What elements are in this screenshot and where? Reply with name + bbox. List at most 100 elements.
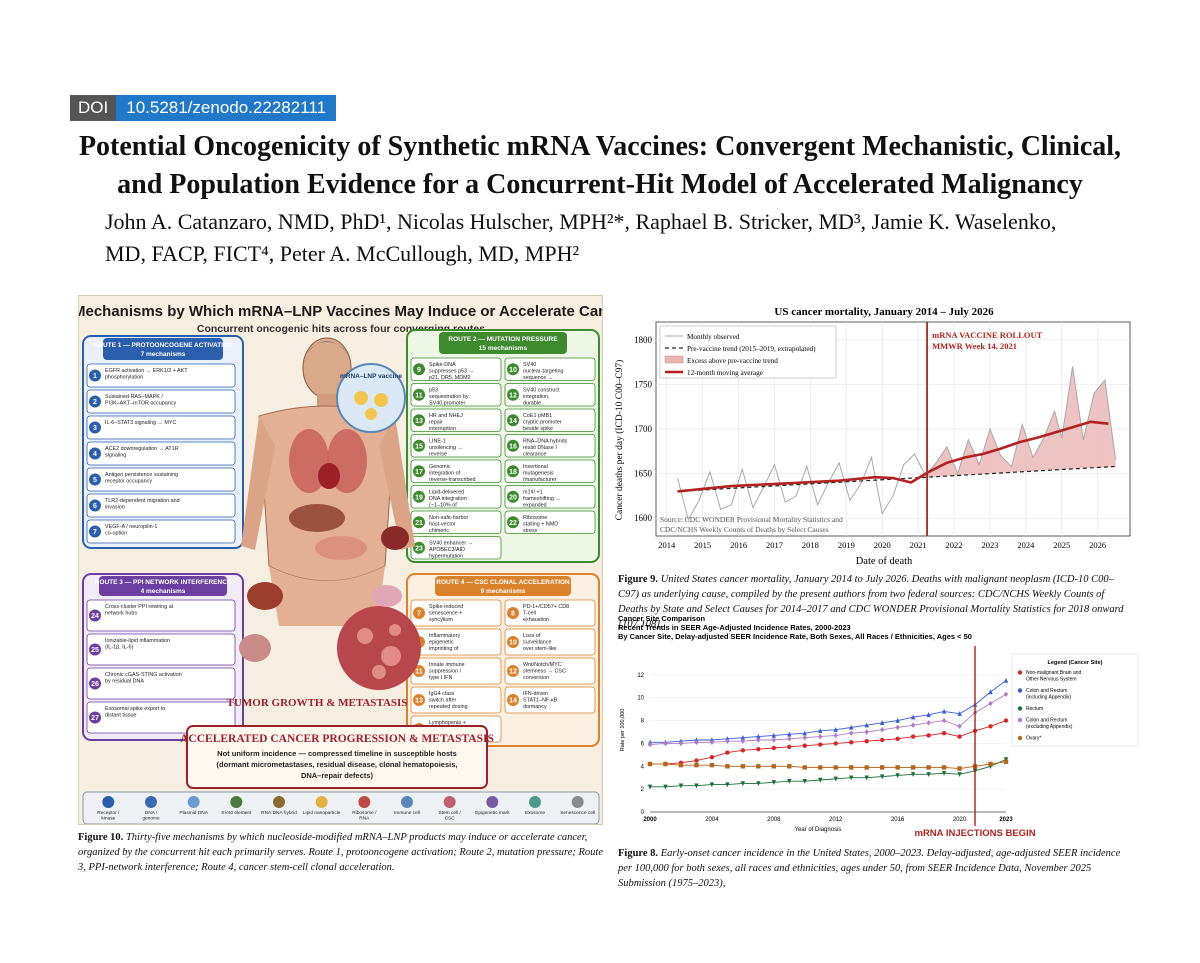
mechanism-number-badge	[89, 677, 101, 690]
authors-line1: John A. Catanzaro, NMD, PhD¹, Nicolas Hu…	[105, 209, 1057, 234]
legend-label: Excess above pre-vaccine trend	[687, 357, 778, 365]
data-point	[818, 742, 823, 747]
mechanism-text: sequence →	[523, 375, 553, 381]
data-point	[879, 765, 885, 770]
human-figure	[241, 337, 415, 626]
data-point	[988, 689, 993, 695]
mechanism-number-badge	[89, 473, 101, 486]
progression-title: ACCELERATED CANCER PROGRESSION & METASTA…	[180, 733, 494, 745]
data-point	[818, 733, 823, 740]
mechanism-text: integration of	[429, 471, 461, 477]
data-point	[849, 730, 854, 736]
x-tick-label: 2016	[891, 817, 905, 823]
y-tick-label: 2	[641, 787, 645, 793]
data-point	[756, 781, 761, 787]
mechanism-text: Sustained RAS–MAPK /	[105, 394, 163, 400]
y-tick-label: 6	[641, 741, 645, 747]
y-tick-label: 1800	[634, 335, 653, 345]
data-point	[941, 730, 947, 736]
mechanism-number-badge	[413, 388, 425, 401]
legend-label: DNA /	[145, 810, 158, 816]
progression-text3: DNA–repair defects)	[301, 771, 374, 780]
doi-badge[interactable]: DOI 10.5281/zenodo.22282111	[70, 95, 337, 121]
doi-link[interactable]: 10.5281/zenodo.22282111	[116, 95, 337, 121]
excess-area	[925, 366, 1116, 478]
mechanism-text: APOBEC3/AID	[429, 547, 465, 553]
mechanism-text: T-cell	[523, 611, 536, 617]
legend-label: Monthly observed	[687, 333, 740, 341]
data-point	[787, 764, 792, 769]
mechanism-text: VEGF-A / neuropilin-1	[105, 524, 157, 530]
data-point	[957, 766, 962, 771]
mechanism-text: Spike-induced	[429, 604, 463, 610]
mechanism-number-badge	[89, 369, 101, 382]
mechanism-text: Lymphopenia +	[429, 720, 466, 726]
figure-10-illustration: 35 Mechanisms by Which mRNA–LNP Vaccines…	[78, 295, 603, 825]
data-point	[663, 761, 668, 767]
data-point	[694, 783, 699, 789]
x-tick-label: 2014	[658, 540, 676, 550]
x-tick-label: 2026	[1089, 540, 1106, 550]
series-line	[650, 761, 1007, 770]
legend-icon	[401, 796, 413, 808]
tumor-label: TUMOR GROWTH & METASTASIS	[227, 697, 408, 709]
mechanism-number-badge	[89, 525, 101, 538]
progression-text2: (dormant micrometastases, residual disea…	[217, 760, 458, 769]
data-point	[895, 773, 900, 779]
data-point	[926, 712, 931, 718]
mechanism-text: (IL-1β, IL-6)	[105, 645, 133, 651]
data-point	[740, 781, 746, 787]
legend-item: Ribosome /RNA	[352, 796, 377, 822]
mechanism-card	[410, 408, 502, 432]
data-point	[833, 732, 838, 739]
data-point	[771, 732, 777, 738]
legend-label: Colon and Rectum	[1026, 718, 1067, 724]
mechanism-number-badge	[413, 363, 425, 376]
legend-icon	[145, 796, 157, 808]
y-tick-label: 8	[641, 719, 645, 725]
mechanism-number: 1	[93, 373, 97, 380]
legend-item: Lipid nanoparticle	[303, 796, 341, 816]
mechanism-text: Cross-cluster PPI rewiring at	[105, 604, 174, 610]
data-point	[740, 738, 746, 744]
mechanism-number: 13	[415, 698, 423, 705]
data-point	[849, 765, 854, 770]
data-point	[725, 764, 730, 769]
data-point	[694, 762, 699, 768]
mechanism-text: STAT1–NF-κB	[523, 698, 558, 704]
mechanism-number: 7	[417, 611, 421, 618]
legend-label: Plasmid DNA	[179, 810, 208, 816]
mechanism-number-badge	[413, 414, 425, 427]
y-tick-label: 0	[641, 810, 645, 816]
legend-icon	[486, 796, 499, 808]
mechanism-card	[86, 633, 236, 666]
data-point	[678, 762, 684, 768]
legend-label: Stem cell /	[438, 810, 461, 816]
mechanism-text: suppresses p53 →	[429, 369, 474, 375]
legend-label: genome	[142, 817, 160, 822]
mechanism-text: resist DNase I	[523, 445, 557, 451]
data-point	[864, 729, 869, 735]
mechanism-number-badge	[413, 439, 425, 452]
mechanism-card	[504, 434, 596, 458]
y-tick-label: 1750	[634, 379, 653, 389]
data-point	[910, 734, 916, 739]
mechanism-number: 3	[93, 425, 97, 432]
mechanism-card	[410, 434, 502, 458]
legend-label: kinase	[101, 816, 115, 822]
legend-label: RNA	[359, 816, 370, 822]
progression-box	[186, 725, 488, 789]
mechanism-card	[410, 459, 502, 483]
route1-items: 1 EGFR activation → ERK1/2 + AKTphosphory…	[86, 363, 236, 544]
progression-text1: Not uniform incidence — compressed timel…	[217, 749, 457, 758]
route1-item: 2 Sustained RAS–MAPK /PI3K–AKT–mTOR occup…	[86, 389, 236, 414]
mechanism-number: 4	[93, 451, 97, 458]
chart8-legend-box	[1011, 653, 1139, 747]
data-point	[833, 776, 838, 782]
mechanism-number-badge	[413, 465, 425, 478]
